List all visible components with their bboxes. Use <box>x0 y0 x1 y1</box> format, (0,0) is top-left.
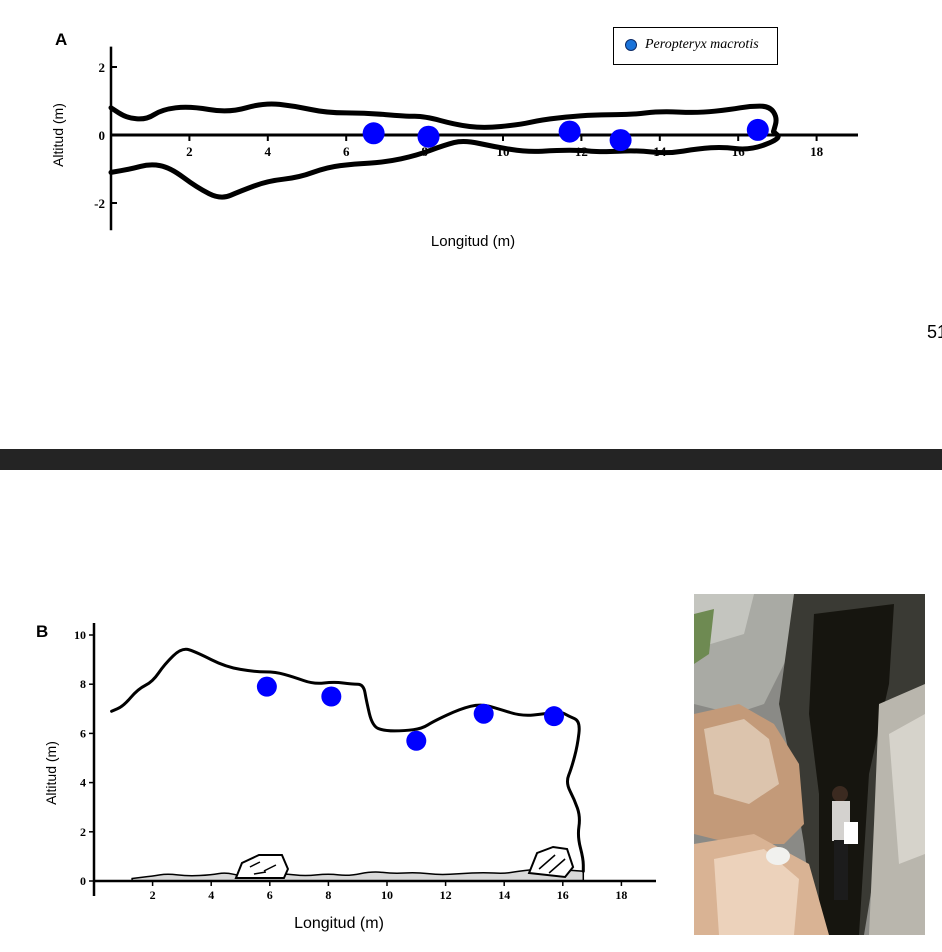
bat-roost-point <box>609 129 632 152</box>
y-tick-label: 8 <box>80 677 86 691</box>
x-tick-label: 2 <box>150 888 156 902</box>
y-tick-label: 2 <box>99 60 106 75</box>
chart-a: 2 4 6 8 10 12 14 16 18 -2 0 2 Longitud (m) Altitud (m… <box>50 46 858 250</box>
cave-outline-ceiling <box>110 647 585 873</box>
cave-outline-upper-wall <box>108 101 779 135</box>
floor-rock <box>234 854 290 879</box>
bat-roost-point <box>256 676 277 697</box>
x-tick-label: 6 <box>267 888 273 902</box>
y-axis-label: Altitud (m) <box>43 741 59 805</box>
panel-b-letter: B <box>36 622 49 641</box>
y-axis-label: Altitud (m) <box>50 103 66 167</box>
x-tick-label: 4 <box>208 888 214 902</box>
cave-outline-lower-wall <box>108 129 781 200</box>
x-axis-label: Longitud (m) <box>294 915 384 932</box>
y-tick-label: 6 <box>80 726 86 740</box>
x-tick-label: 12 <box>575 144 588 159</box>
x-tick-label: 14 <box>653 144 667 159</box>
bat-roost-point <box>362 122 385 145</box>
cave-entrance-photo <box>694 594 925 935</box>
y-tick-label: -2 <box>94 196 105 211</box>
x-tick-label: 14 <box>498 888 510 902</box>
x-tick-label: 16 <box>557 888 569 902</box>
bat-roost-point <box>321 686 342 707</box>
x-tick-label: 6 <box>343 144 350 159</box>
wall-rock-cracks <box>538 854 566 874</box>
panel-a-letter: A <box>55 30 68 49</box>
x-tick-label: 10 <box>497 144 510 159</box>
x-axis-label: Longitud (m) <box>431 233 515 250</box>
legend: Peropteryx macrotis <box>613 27 778 65</box>
y-tick-label: 4 <box>80 776 86 790</box>
floor-rock-cracks <box>249 861 277 875</box>
x-tick-label: 2 <box>186 144 193 159</box>
bat-roost-point <box>558 120 581 143</box>
x-tick-label: 8 <box>421 144 428 159</box>
chart-b: 2 4 6 8 10 12 14 16 18 0 2 4 6 8 10 Longitud (m) Altitud… <box>43 623 656 932</box>
x-tick-label: 4 <box>265 144 272 159</box>
x-tick-label: 8 <box>325 888 331 902</box>
y-tick-label: 0 <box>80 874 86 888</box>
x-tick-label: 18 <box>810 144 824 159</box>
y-tick-label: 2 <box>80 825 86 839</box>
page-number: 51 <box>927 322 942 342</box>
x-tick-label: 18 <box>615 888 627 902</box>
x-tick-label: 16 <box>732 144 746 159</box>
legend-label: Peropteryx macrotis <box>645 37 759 52</box>
page-divider-band <box>0 449 942 470</box>
legend-marker <box>625 39 637 51</box>
bat-roost-point <box>473 703 494 724</box>
bat-roost-point <box>544 706 565 727</box>
x-tick-label: 12 <box>440 888 452 902</box>
y-tick-label: 0 <box>99 128 106 143</box>
bat-roost-point <box>417 125 440 148</box>
x-tick-label: 10 <box>381 888 393 902</box>
bat-roost-point <box>746 118 769 141</box>
y-tick-label: 10 <box>74 628 86 642</box>
bat-roost-point <box>406 730 427 751</box>
cave-floor-sediment <box>131 868 585 882</box>
wall-rock <box>527 845 575 879</box>
